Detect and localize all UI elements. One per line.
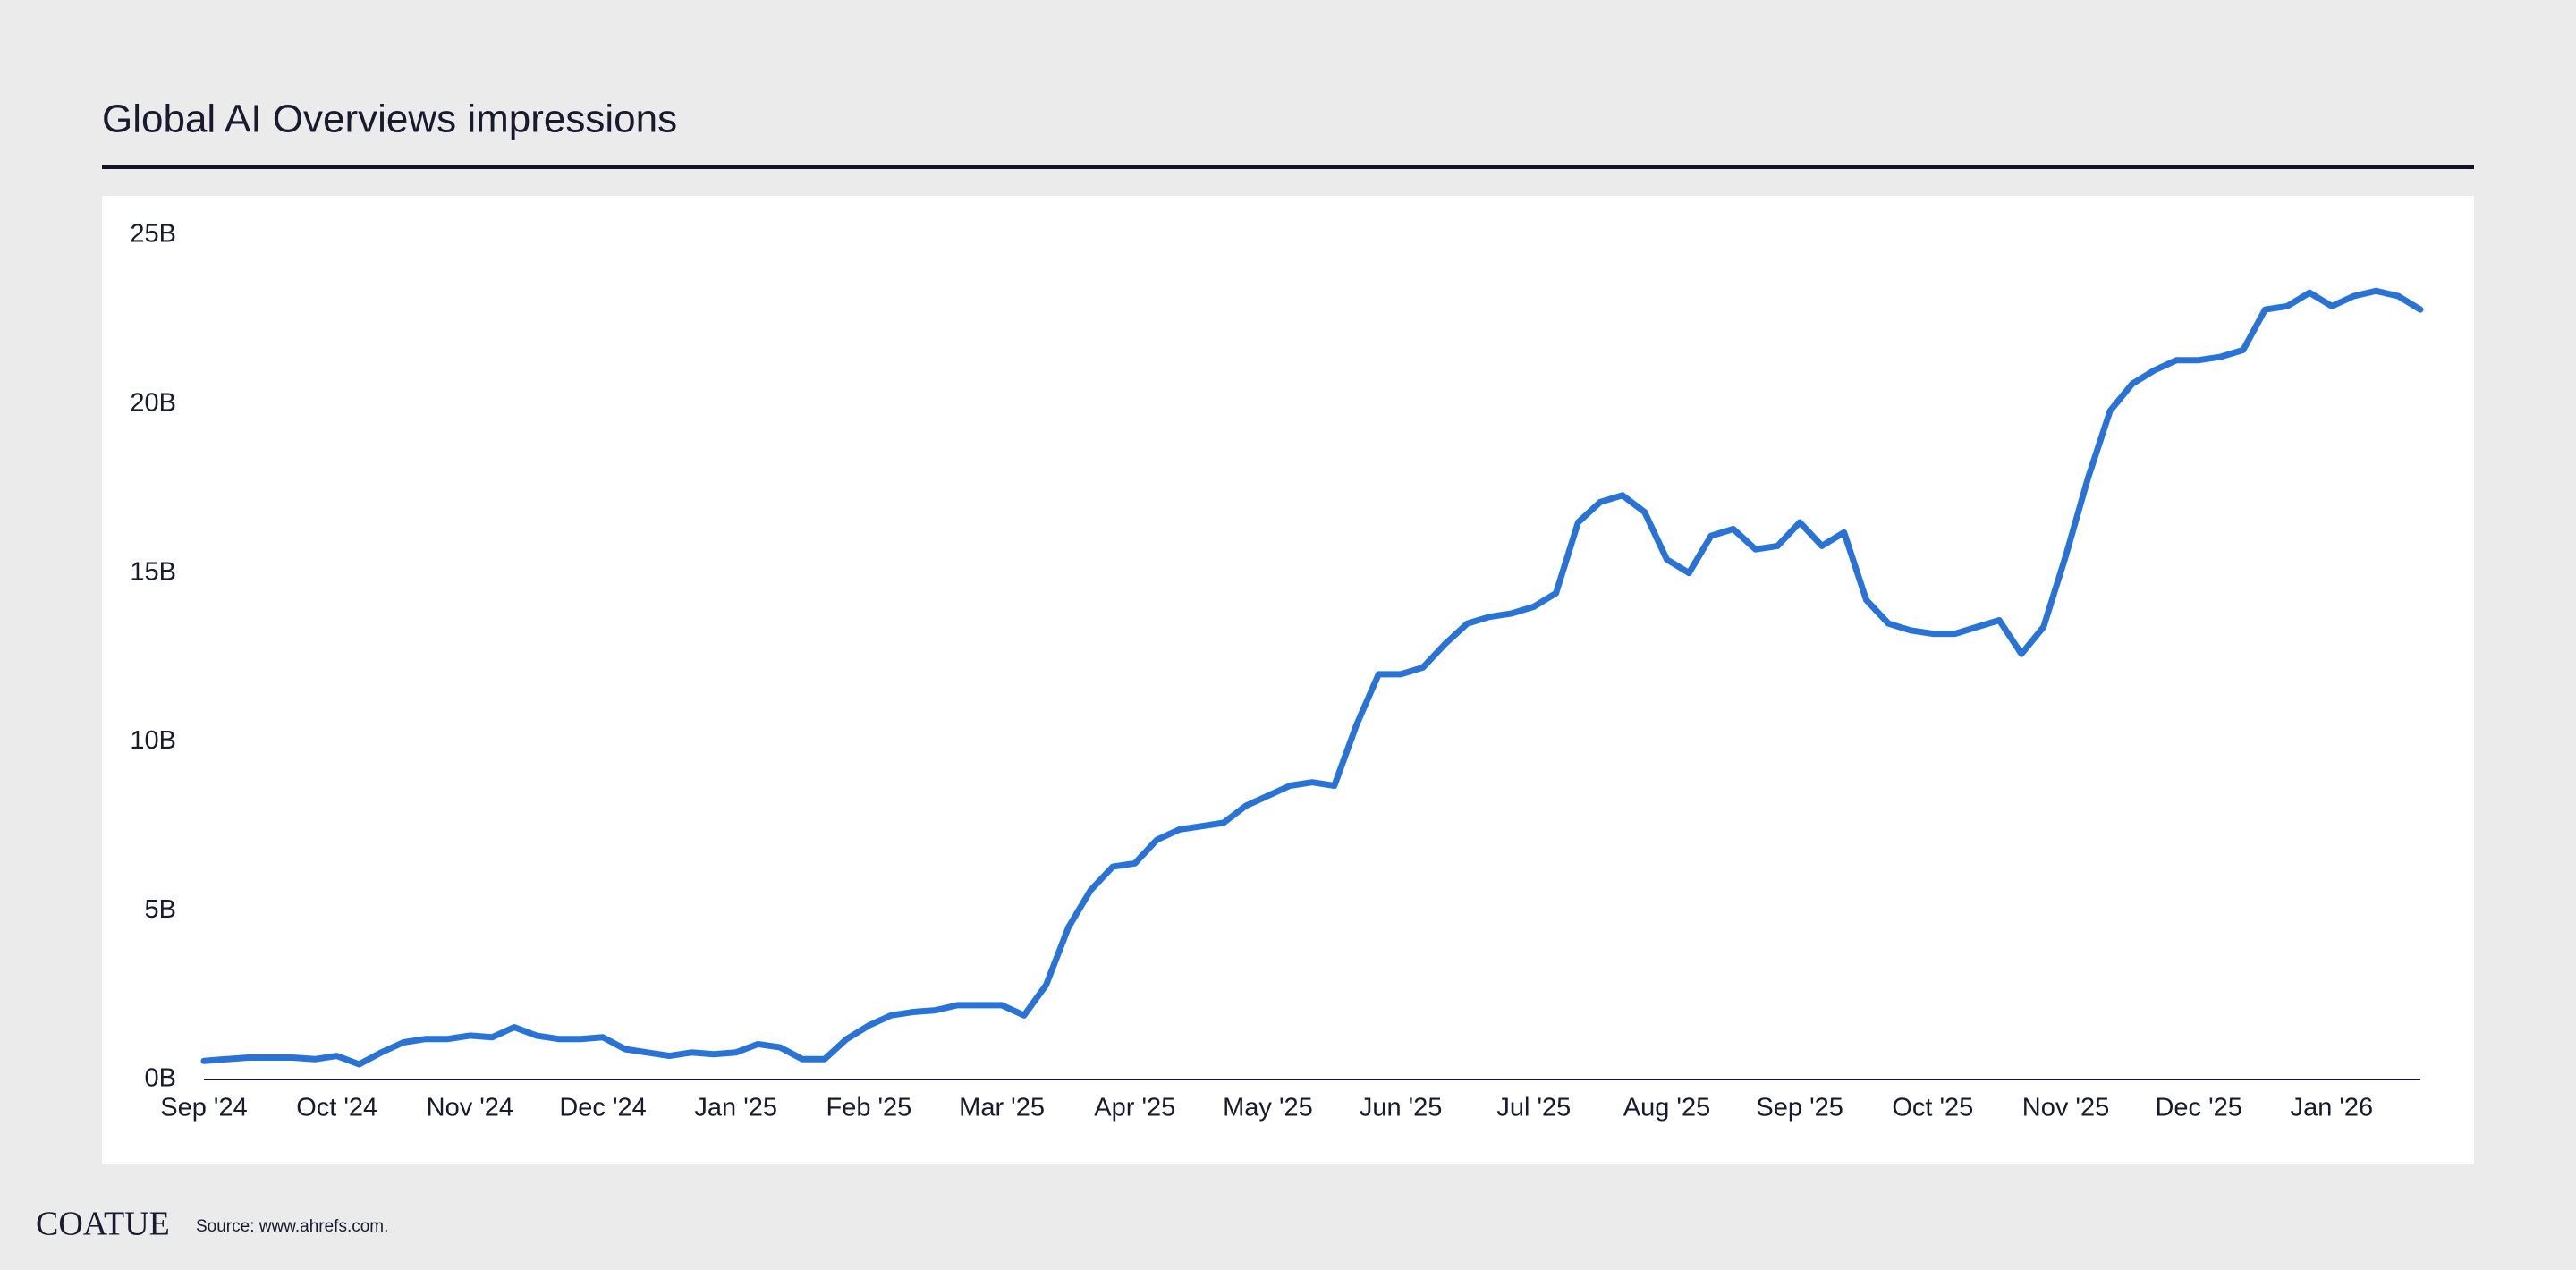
x-tick-label: Nov '24 (427, 1094, 513, 1122)
x-tick-label: Jan '25 (694, 1094, 777, 1122)
x-tick-label: Apr '25 (1094, 1094, 1175, 1122)
chart-title: Global AI Overviews impressions (102, 97, 677, 141)
y-tick-label: 15B (130, 557, 176, 586)
y-tick-label: 0B (145, 1064, 176, 1093)
plot-panel (102, 196, 2474, 1164)
x-tick-label: Dec '25 (2155, 1094, 2241, 1122)
x-tick-label: Dec '24 (559, 1094, 646, 1122)
x-tick-label: Jul '25 (1496, 1094, 1571, 1122)
x-tick-label: Sep '25 (1756, 1094, 1843, 1122)
x-tick-label: Oct '25 (1892, 1094, 1973, 1122)
data-line (200, 287, 2424, 1068)
x-tick-label: Feb '25 (826, 1094, 911, 1122)
y-tick-label: 5B (145, 895, 176, 924)
source-note: Source: www.ahrefs.com. (196, 1217, 388, 1236)
x-tick-label: Sep '24 (160, 1094, 247, 1122)
x-tick-label: Mar '25 (959, 1094, 1045, 1122)
x-tick-label: Aug '25 (1623, 1094, 1710, 1122)
x-tick-label: Jan '26 (2291, 1094, 2374, 1122)
brand-logo: COATUE (36, 1206, 170, 1243)
y-tick-label: 20B (130, 388, 176, 417)
x-tick-label: Nov '25 (2022, 1094, 2109, 1122)
y-tick-label: 10B (130, 726, 176, 755)
y-tick-label: 25B (130, 220, 176, 249)
x-tick-label: Oct '24 (296, 1094, 377, 1122)
x-tick-label: Jun '25 (1360, 1094, 1443, 1122)
x-tick-label: May '25 (1223, 1094, 1313, 1122)
